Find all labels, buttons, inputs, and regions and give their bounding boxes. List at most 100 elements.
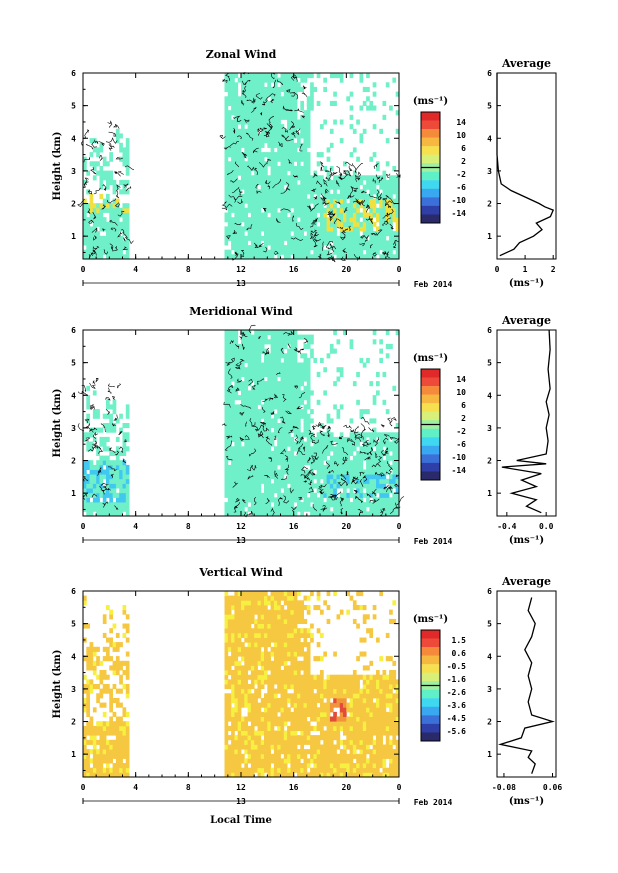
heatmap-cell bbox=[300, 245, 304, 251]
heatmap bbox=[83, 330, 400, 517]
heatmap-cell bbox=[254, 674, 258, 680]
heatmap-cell bbox=[290, 367, 295, 373]
heatmap-cell bbox=[303, 221, 308, 227]
heatmap-cell bbox=[237, 474, 242, 480]
heatmap-cell bbox=[231, 221, 235, 227]
heatmap-cell bbox=[224, 231, 229, 237]
heatmap-cell bbox=[244, 147, 248, 153]
heatmap-cell bbox=[231, 226, 235, 232]
colorbar-band bbox=[421, 437, 440, 447]
contour-line bbox=[298, 448, 306, 455]
contour-line bbox=[93, 235, 97, 241]
heatmap-cell bbox=[234, 198, 239, 204]
heatmap-cell bbox=[290, 385, 295, 391]
heatmap-cell bbox=[346, 231, 350, 237]
heatmap-cell bbox=[283, 483, 288, 489]
heatmap-cell bbox=[89, 464, 94, 470]
heatmap-cell bbox=[250, 483, 255, 489]
heatmap-cell bbox=[270, 348, 275, 354]
heatmap-cell bbox=[115, 502, 120, 508]
heatmap-cell bbox=[109, 772, 113, 778]
heatmap-cell bbox=[323, 198, 327, 204]
heatmap-cell bbox=[89, 217, 94, 223]
heatmap-cell bbox=[234, 772, 239, 778]
heatmap-cell bbox=[224, 483, 229, 489]
heatmap-cell bbox=[224, 119, 229, 125]
heatmap-cell bbox=[106, 483, 110, 489]
heatmap-cell bbox=[352, 221, 357, 227]
heatmap-cell bbox=[270, 390, 275, 396]
heatmap-cell bbox=[92, 427, 97, 433]
heatmap-cell bbox=[300, 367, 304, 373]
heatmap-cell bbox=[102, 175, 107, 181]
heatmap-cell bbox=[267, 483, 271, 489]
heatmap-cell bbox=[356, 511, 360, 517]
contour-line bbox=[281, 476, 287, 481]
heatmap-cell bbox=[303, 446, 308, 452]
heatmap-cell bbox=[326, 217, 331, 223]
heatmap-cell bbox=[89, 245, 94, 251]
heatmap-cell bbox=[287, 179, 291, 185]
heatmap-cell bbox=[287, 175, 291, 181]
heatmap-cell bbox=[336, 207, 341, 213]
heatmap-cell bbox=[326, 189, 331, 195]
heatmap-cell bbox=[320, 212, 324, 218]
heatmap-cell bbox=[287, 492, 291, 498]
contour-line bbox=[378, 176, 384, 183]
heatmap-cell bbox=[277, 240, 281, 246]
heatmap-cell bbox=[385, 82, 390, 88]
heatmap-cell bbox=[257, 371, 262, 377]
heatmap-cell bbox=[293, 193, 298, 199]
heatmap-cell bbox=[273, 446, 278, 452]
heatmap-cell bbox=[293, 254, 298, 260]
x-tick-label: 20 bbox=[342, 265, 352, 274]
heatmap-cell bbox=[250, 128, 255, 134]
heatmap-cell bbox=[231, 245, 235, 251]
heatmap-cell bbox=[297, 502, 301, 508]
heatmap-cell bbox=[264, 591, 268, 597]
heatmap-cell bbox=[241, 628, 245, 634]
heatmap-cell bbox=[293, 478, 298, 484]
heatmap-cell bbox=[115, 231, 120, 237]
heatmap-cell bbox=[283, 100, 288, 106]
heatmap-cell bbox=[379, 212, 383, 218]
heatmap-cell bbox=[287, 404, 291, 410]
heatmap-cell bbox=[247, 381, 252, 387]
y-tick-label: 4 bbox=[71, 134, 76, 143]
heatmap-cell bbox=[273, 189, 278, 195]
heatmap-cell bbox=[293, 483, 298, 489]
heatmap-cell bbox=[244, 390, 248, 396]
heatmap-cell bbox=[362, 175, 367, 181]
heatmap-cell bbox=[267, 152, 271, 158]
heatmap-cell bbox=[310, 82, 314, 88]
heatmap-cell bbox=[376, 474, 380, 480]
heatmap-cell bbox=[306, 152, 311, 158]
average-profile-line bbox=[501, 329, 551, 514]
heatmap-cell bbox=[349, 474, 354, 480]
heatmap-cell bbox=[303, 161, 308, 167]
colorbar-tick-label: 10 bbox=[456, 131, 466, 140]
heatmap-cell bbox=[237, 105, 242, 111]
heatmap-cell bbox=[359, 474, 364, 480]
heatmap-cell bbox=[86, 772, 90, 778]
heatmap-cell bbox=[287, 506, 291, 512]
heatmap-cell bbox=[270, 166, 275, 172]
heatmap-cell bbox=[385, 409, 390, 415]
heatmap-cell bbox=[260, 404, 265, 410]
heatmap-cell bbox=[99, 730, 104, 736]
heatmap-cell bbox=[280, 376, 285, 382]
heatmap-cell bbox=[254, 763, 258, 769]
heatmap-cell bbox=[306, 343, 311, 349]
heatmap-cell bbox=[376, 212, 380, 218]
heatmap-cell bbox=[316, 245, 321, 251]
heatmap-cell bbox=[102, 460, 107, 466]
contour-line bbox=[369, 243, 373, 249]
heatmap-cell bbox=[267, 763, 271, 769]
heatmap-cell bbox=[270, 226, 275, 232]
heatmap-cell bbox=[237, 110, 242, 116]
heatmap-cell bbox=[310, 455, 314, 461]
contour-line bbox=[85, 143, 93, 150]
heatmap-cell bbox=[92, 231, 97, 237]
heatmap-cell bbox=[277, 395, 281, 401]
heatmap-cell bbox=[89, 721, 94, 727]
